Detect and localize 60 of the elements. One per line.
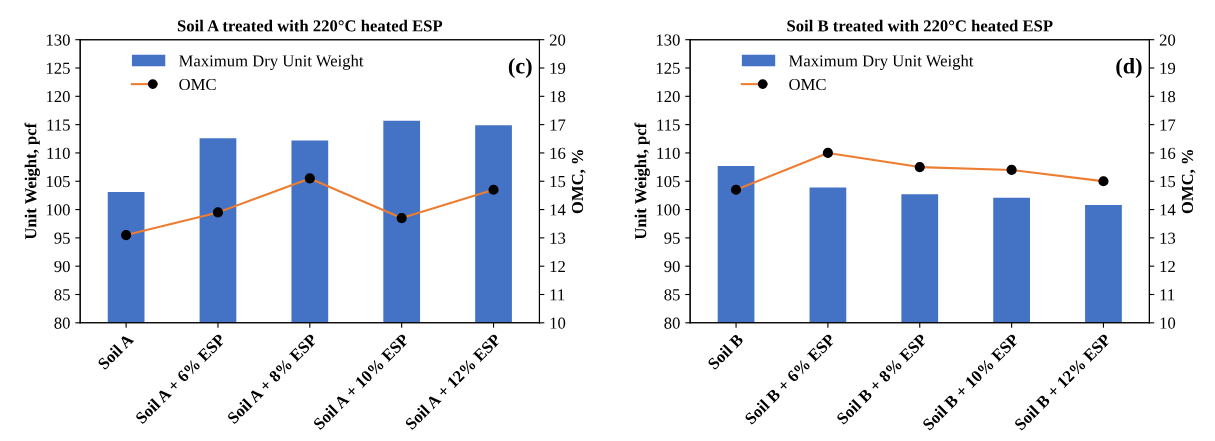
- y-tick-label: 130: [46, 34, 70, 46]
- y-tick-label: 125: [46, 62, 70, 74]
- annotation: (c): [508, 57, 532, 79]
- y-tick-label: 125: [656, 62, 680, 74]
- y2-axis-title: OMC, %: [571, 149, 586, 214]
- y2-tick-label: 10: [550, 317, 566, 329]
- y-tick-label: 130: [656, 34, 680, 46]
- y-tick-label: 110: [657, 147, 680, 159]
- y2-axis-title: OMC, %: [1181, 149, 1196, 214]
- y-tick-label: 110: [47, 147, 70, 159]
- y-tick-label: 85: [664, 289, 680, 301]
- y-tick-label: 95: [664, 232, 680, 244]
- y2-tick-label: 12: [550, 260, 565, 272]
- y-tick-label: 90: [664, 260, 680, 273]
- y2-tick-label: 18: [1160, 91, 1176, 103]
- y2-tick-label: 17: [550, 119, 566, 131]
- y-tick-label: 100: [656, 204, 680, 216]
- y2-tick-label: 11: [550, 289, 565, 301]
- legend-label: OMC: [179, 78, 216, 91]
- x-tick-label: Soil A + 6% ESP: [134, 332, 226, 425]
- y2-tick-label: 13: [1160, 232, 1176, 244]
- y-tick-label: 90: [54, 260, 70, 273]
- y-tick-label: 105: [46, 175, 70, 188]
- y2-tick-label: 20: [549, 34, 566, 46]
- y2-tick-label: 12: [1160, 260, 1175, 272]
- y2-tick-label: 16: [550, 147, 566, 159]
- y2-tick-label: 18: [550, 91, 566, 103]
- y2-tick-label: 14: [550, 204, 566, 216]
- annotation: (d): [1116, 57, 1142, 79]
- y2-tick-label: 16: [1160, 147, 1176, 159]
- y-tick-label: 120: [656, 91, 680, 103]
- y2-tick-label: 14: [1160, 204, 1176, 216]
- y2-tick-label: 19: [550, 62, 566, 74]
- y2-tick-label: 11: [1160, 289, 1175, 301]
- y2-tick-label: 20: [1159, 34, 1176, 46]
- y-tick-label: 115: [47, 119, 70, 131]
- legend-label: Maximum Dry Unit Weight: [179, 54, 364, 70]
- y-tick-label: 85: [54, 289, 70, 301]
- y2-tick-label: 19: [1160, 62, 1176, 74]
- x-tick-label: Soil B + 6% ESP: [743, 332, 836, 425]
- y-tick-label: 120: [46, 91, 70, 103]
- y2-tick-label: 13: [550, 232, 566, 244]
- x-tick-label: Soil B: [706, 332, 745, 370]
- y-tick-label: 80: [54, 317, 70, 329]
- y-tick-label: 100: [46, 204, 70, 216]
- y2-tick-label: 15: [1160, 176, 1176, 188]
- y2-tick-label: 15: [550, 176, 566, 188]
- y-tick-label: 115: [657, 119, 680, 131]
- legend-label: Maximum Dry Unit Weight: [789, 54, 974, 70]
- x-tick-label: Soil A: [96, 332, 135, 370]
- y-axis-title: Unit Weight, pcf: [24, 122, 40, 240]
- y-axis-title: Unit Weight, pcf: [634, 122, 650, 240]
- y2-tick-label: 10: [1160, 317, 1176, 329]
- chart-title: Soil B treated with 220°C heated ESP: [787, 19, 1053, 32]
- y-tick-label: 105: [656, 175, 680, 188]
- y2-tick-label: 17: [1160, 119, 1176, 131]
- legend-label: OMC: [789, 78, 826, 91]
- chart-title: Soil A treated with 220°C heated ESP: [177, 19, 443, 32]
- y-tick-label: 80: [664, 317, 680, 329]
- y-tick-label: 95: [54, 232, 70, 244]
